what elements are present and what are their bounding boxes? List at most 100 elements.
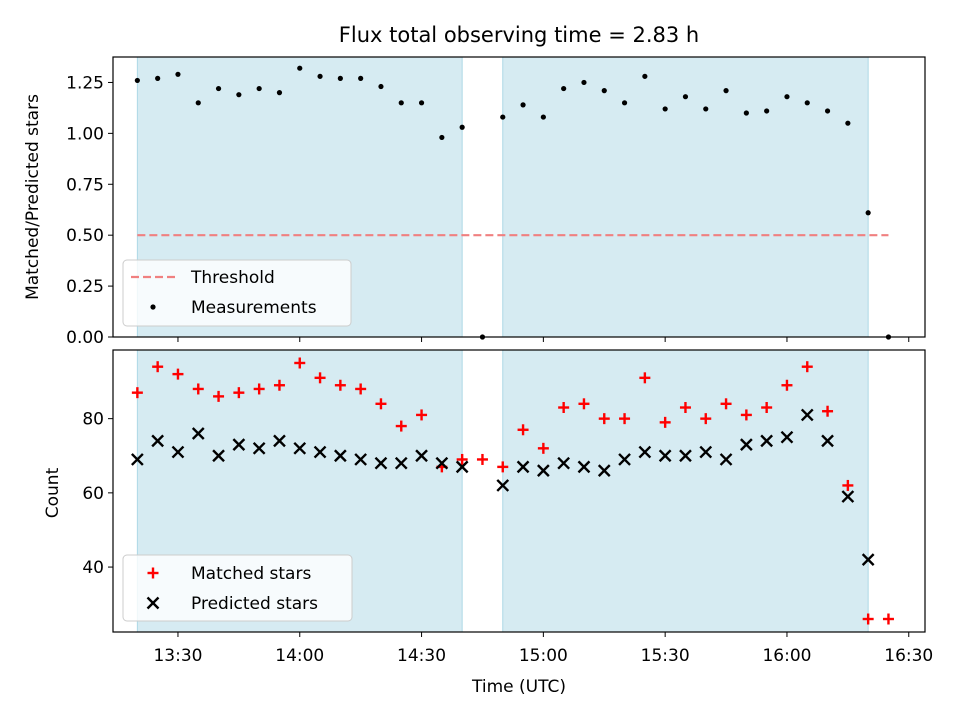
- predicted-point-25-b: [638, 445, 652, 459]
- legend-matched-swatch: [147, 567, 159, 579]
- predicted-point-2: [171, 445, 185, 459]
- predicted-point-28-b: [699, 445, 713, 459]
- predicted-point-34: [821, 434, 834, 448]
- predicted-point-26-b: [658, 449, 672, 463]
- predicted-point-32: [780, 430, 794, 444]
- matched-point-9: [314, 372, 326, 384]
- measurement-point-33: [804, 100, 810, 106]
- predicted-point-33: [800, 408, 814, 422]
- top-axes-frame: [112, 56, 926, 338]
- matched-point-17: [476, 453, 488, 465]
- matched-point-25: [639, 372, 651, 384]
- matched-point-23: [598, 413, 610, 425]
- legend-predicted-label: Predicted stars: [191, 594, 318, 614]
- predicted-point-31-b: [760, 434, 774, 448]
- predicted-point-8-b: [293, 441, 307, 455]
- measurement-point-3: [195, 100, 201, 106]
- measurement-point-11: [358, 75, 364, 81]
- measurement-point-23: [601, 88, 607, 94]
- top-ytick-label-0: 0.00: [66, 328, 104, 348]
- matched-point-10: [334, 379, 346, 391]
- predicted-point-14-b: [415, 449, 428, 463]
- measurement-point-34: [824, 108, 831, 114]
- predicted-point-28: [699, 445, 713, 459]
- predicted-point-26: [658, 449, 672, 463]
- predicted-point-9: [313, 445, 327, 459]
- matched-point-36: [862, 613, 874, 625]
- top-ytick-label-3: 0.75: [66, 175, 104, 195]
- legend-measurements-swatch: [150, 304, 156, 310]
- matched-point-12: [375, 398, 387, 410]
- matched-point-1: [152, 361, 164, 373]
- matched-point-8: [294, 357, 306, 369]
- bottom-xtick-label-5: 16:00: [762, 646, 811, 666]
- matched-point-11: [355, 383, 367, 395]
- predicted-point-6: [252, 441, 266, 455]
- predicted-point-7-b: [273, 434, 286, 448]
- predicted-point-20: [537, 464, 550, 477]
- measurement-point-8: [297, 65, 303, 71]
- predicted-point-4: [212, 449, 225, 463]
- measurement-point-12: [378, 83, 384, 90]
- predicted-point-16-b: [455, 460, 469, 474]
- predicted-point-36-b: [861, 553, 875, 566]
- matched-point-21: [558, 402, 570, 414]
- predicted-point-19-b: [516, 460, 530, 474]
- predicted-point-15: [435, 456, 449, 470]
- predicted-point-20-b: [537, 464, 550, 477]
- predicted-point-34-b: [821, 434, 834, 448]
- predicted-point-27: [679, 449, 692, 463]
- measurement-point-5: [236, 92, 242, 98]
- predicted-point-24: [618, 453, 631, 466]
- measurement-point-20: [540, 114, 546, 120]
- predicted-point-7: [273, 434, 286, 448]
- bottom-ytick-label-0: 40: [82, 558, 104, 578]
- predicted-point-14: [415, 449, 428, 463]
- top-legend-frame: [122, 259, 352, 327]
- predicted-point-36: [861, 553, 875, 566]
- matched-point-3: [192, 383, 204, 395]
- matched-point-26: [659, 416, 671, 428]
- matched-point-19: [517, 424, 529, 436]
- matched-point-30: [740, 409, 752, 421]
- measurement-point-27: [682, 94, 689, 100]
- measurement-point-25: [642, 73, 648, 79]
- measurement-point-28: [703, 106, 709, 112]
- predicted-point-10: [334, 449, 347, 463]
- measurement-point-13: [398, 100, 404, 106]
- predicted-point-24-b: [618, 453, 631, 466]
- bottom-plot-area: [136, 350, 869, 632]
- matched-point-2: [172, 368, 184, 380]
- predicted-point-10-b: [334, 449, 347, 463]
- predicted-point-15-b: [435, 456, 449, 470]
- measurement-point-30: [743, 110, 749, 116]
- bottom-axes-frame: [112, 349, 926, 633]
- predicted-point-19: [516, 460, 530, 474]
- bottom-legend-frame: [122, 554, 353, 622]
- matched-point-35: [842, 479, 854, 491]
- predicted-point-21: [557, 456, 571, 470]
- bottom-xtick-label-0: 13:30: [153, 646, 202, 666]
- predicted-point-0: [131, 453, 144, 466]
- predicted-point-30-b: [740, 438, 753, 451]
- bottom-xtick-label-2: 14:30: [397, 646, 446, 666]
- predicted-point-23: [597, 464, 611, 477]
- bottom-ytick-label-2: 80: [82, 410, 104, 430]
- bottom-xtick-label-3: 15:00: [519, 646, 568, 666]
- predicted-point-18-b: [496, 479, 510, 492]
- predicted-point-32-b: [780, 430, 794, 444]
- predicted-point-8: [293, 441, 307, 455]
- predicted-point-29: [719, 453, 733, 466]
- matched-point-20: [537, 442, 549, 454]
- bottom-panel: 40 60 80 13:30 14:00 14:30 15:00 15:30 16:00 16:3…: [82, 349, 933, 666]
- measurement-point-18: [500, 114, 506, 120]
- matched-point-13: [395, 420, 407, 432]
- legend-measurements-label: Measurements: [191, 298, 317, 318]
- measurement-point-0: [134, 77, 140, 84]
- legend-matched-label: Matched stars: [191, 564, 311, 584]
- bottom-xtick-label-4: 15:30: [641, 646, 690, 666]
- measurement-point-15: [439, 134, 445, 141]
- top-panel: 0.00 0.25 0.50 0.75 1.00 1.25: [66, 56, 926, 348]
- measurements-series: [134, 65, 892, 340]
